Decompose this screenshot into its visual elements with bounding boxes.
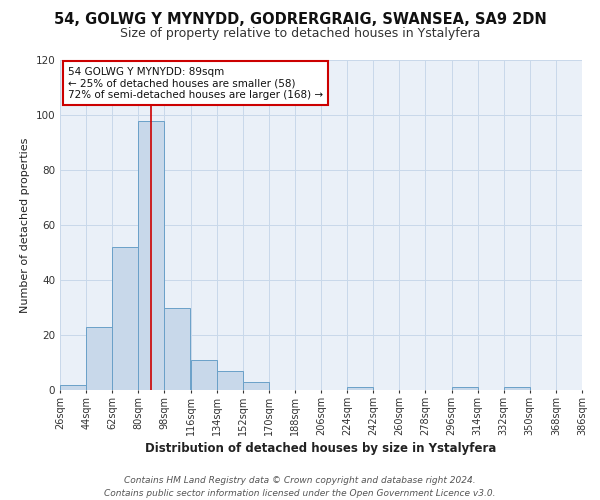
Bar (452, 387, 478, 390)
Bar (139, 120, 164, 390)
Bar (112, 247, 138, 390)
Bar (504, 387, 530, 390)
Text: 54 GOLWG Y MYNYDD: 89sqm
← 25% of detached houses are smaller (58)
72% of semi-d: 54 GOLWG Y MYNYDD: 89sqm ← 25% of detach… (68, 66, 323, 100)
Text: Size of property relative to detached houses in Ystalyfera: Size of property relative to detached ho… (120, 28, 480, 40)
X-axis label: Distribution of detached houses by size in Ystalyfera: Distribution of detached houses by size … (145, 442, 497, 455)
Bar (164, 308, 190, 390)
Text: 54, GOLWG Y MYNYDD, GODRERGRAIG, SWANSEA, SA9 2DN: 54, GOLWG Y MYNYDD, GODRERGRAIG, SWANSEA… (53, 12, 547, 28)
Bar (191, 360, 217, 390)
Y-axis label: Number of detached properties: Number of detached properties (20, 138, 30, 312)
Bar (60, 384, 86, 390)
Text: Contains HM Land Registry data © Crown copyright and database right 2024.
Contai: Contains HM Land Registry data © Crown c… (104, 476, 496, 498)
Bar (86, 327, 112, 390)
Bar (242, 382, 269, 390)
Bar (347, 387, 373, 390)
Bar (217, 371, 242, 390)
